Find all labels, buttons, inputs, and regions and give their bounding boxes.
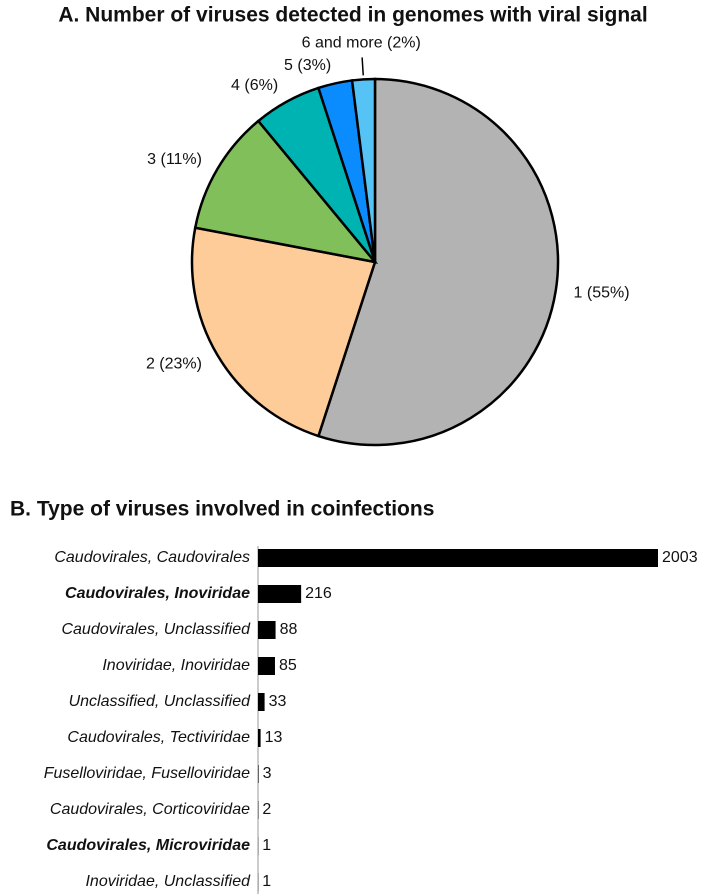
value-label: 2 [262,801,271,818]
category-label: Caudovirales, Inoviridae [65,585,250,602]
slice-label: 1 (55%) [574,285,630,302]
slice-label: 5 (3%) [284,57,331,74]
bar [258,729,261,747]
category-label: Inoviridae, Inoviridae [102,657,250,674]
value-label: 13 [265,729,283,746]
bar [258,657,275,675]
bar [258,585,302,603]
category-label: Fuselloviridae, Fuselloviridae [44,765,250,782]
category-label: Unclassified, Unclassified [69,693,252,710]
pie-slice [316,77,560,447]
value-label: 216 [305,585,332,602]
value-label: 3 [263,765,272,782]
slice-label: 4 (6%) [231,77,278,94]
slice-label: 2 (23%) [146,356,202,373]
category-label: Caudovirales, Tectiviridae [67,729,250,746]
bar [258,693,265,711]
bar-title: B. Type of viruses involved in coinfecti… [10,498,434,521]
value-label: 1 [262,837,271,854]
category-label: Caudovirales, Caudovirales [54,549,250,566]
bar [258,765,259,783]
pie-slice [190,226,377,438]
bar [258,621,276,639]
category-label: Caudovirales, Corticoviridae [50,801,250,818]
value-label: 1 [262,873,271,890]
bar [258,549,658,567]
slice-label: 6 and more (2%) [302,35,421,52]
value-label: 2003 [662,549,698,566]
pie-slice [350,77,377,263]
category-label: Caudovirales, Unclassified [61,621,251,638]
pie-slice [193,119,379,264]
slice-label: 3 (11%) [147,151,202,168]
leader-line [361,57,365,76]
category-label: Inoviridae, Unclassified [85,873,251,890]
category-label: Caudovirales, Microviridae [46,837,250,854]
pie-title: A. Number of viruses detected in genomes… [58,4,647,27]
value-label: 88 [280,621,298,638]
value-label: 85 [279,657,297,674]
value-label: 33 [269,693,287,710]
